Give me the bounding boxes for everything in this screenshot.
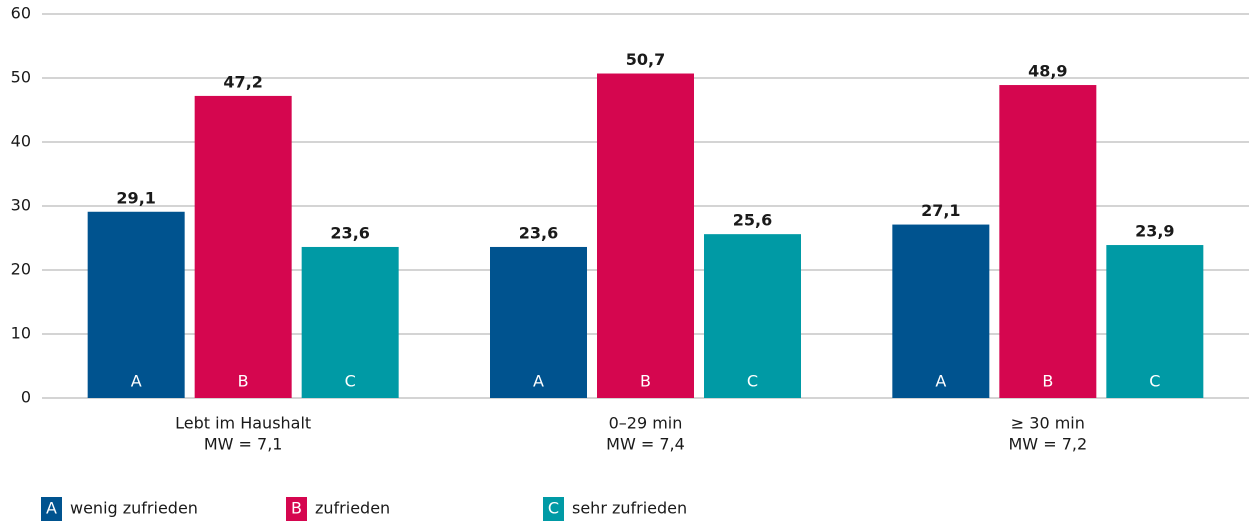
bar — [892, 224, 990, 398]
value-label: 23,6 — [519, 223, 558, 242]
value-label: 48,9 — [1028, 62, 1067, 81]
bar-letter: A — [533, 372, 544, 391]
legend-label: sehr zufrieden — [572, 499, 687, 518]
bar-letter: B — [640, 372, 651, 391]
y-tick-label: 60 — [11, 4, 31, 23]
legend-letter: C — [548, 499, 559, 518]
legend-label: zufrieden — [315, 499, 390, 518]
bar — [194, 95, 292, 399]
bar-letter: B — [1042, 372, 1053, 391]
bar-letter: A — [131, 372, 142, 391]
y-tick-label: 20 — [11, 260, 31, 279]
legend-swatch — [543, 497, 564, 521]
x-tick-label: MW = 7,4 — [606, 435, 685, 454]
value-label: 23,6 — [330, 223, 369, 242]
value-label: 23,9 — [1135, 222, 1174, 241]
bar-letter: C — [345, 372, 356, 391]
bar — [597, 73, 694, 399]
y-tick-label: 50 — [11, 68, 31, 87]
bar — [490, 246, 587, 398]
legend-swatch — [286, 497, 307, 521]
bar — [87, 211, 185, 398]
x-tick-label: MW = 7,1 — [204, 435, 283, 454]
x-tick-label: MW = 7,2 — [1009, 435, 1088, 454]
value-label: 25,6 — [733, 211, 772, 230]
value-label: 50,7 — [626, 50, 665, 69]
y-tick-label: 30 — [11, 196, 31, 215]
value-label: 29,1 — [116, 188, 155, 207]
value-label: 47,2 — [223, 72, 262, 91]
y-tick-label: 40 — [11, 132, 31, 151]
bar-letter: C — [747, 372, 758, 391]
legend-label: wenig zufrieden — [70, 499, 198, 518]
bar — [301, 246, 399, 398]
x-tick-label: Lebt im Haushalt — [175, 414, 311, 433]
x-tick-label: 0–29 min — [609, 414, 683, 433]
value-label: 27,1 — [921, 201, 960, 220]
legend-letter: A — [46, 499, 57, 518]
bar — [999, 85, 1097, 398]
x-tick-label: ≥ 30 min — [1011, 414, 1085, 433]
legend-letter: B — [291, 499, 302, 518]
bar-letter: B — [238, 372, 249, 391]
bar — [704, 234, 801, 398]
bar — [1106, 245, 1204, 398]
bar-letter: C — [1149, 372, 1160, 391]
bar-letter: A — [935, 372, 946, 391]
y-tick-label: 0 — [21, 388, 31, 407]
y-tick-label: 10 — [11, 324, 31, 343]
legend-swatch — [41, 497, 62, 521]
